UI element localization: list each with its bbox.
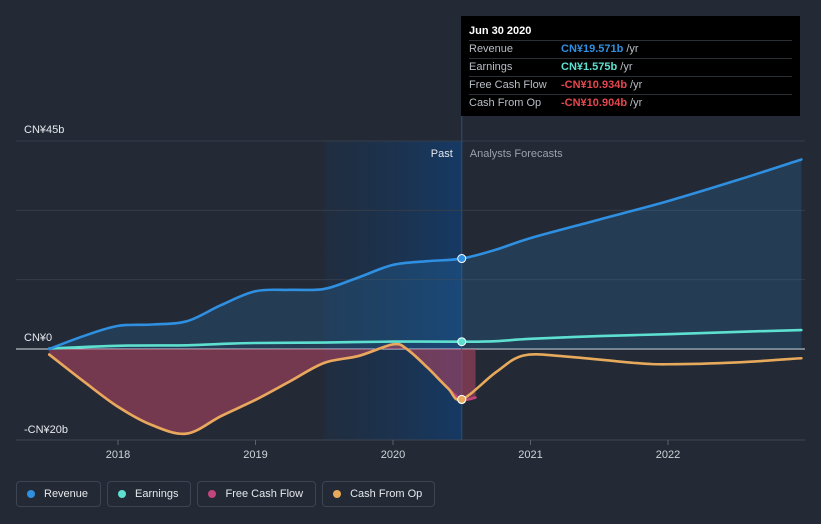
legend-item-free-cash-flow[interactable]: Free Cash Flow [197, 481, 317, 507]
forecast-label: Analysts Forecasts [470, 148, 563, 160]
earnings-line [47, 328, 803, 350]
legend-item-revenue[interactable]: Revenue [16, 481, 102, 507]
tooltip-row-cash-from-op: Cash From Op -CN¥10.904b /yr [469, 94, 792, 112]
legend-dot-icon [208, 490, 217, 498]
legend-item-cash-from-op[interactable]: Cash From Op [322, 481, 436, 507]
legend-dot-icon [333, 490, 342, 498]
tooltip-value: -CN¥10.934b [561, 79, 628, 91]
tooltip-row-revenue: Revenue CN¥19.571b /yr [469, 40, 792, 58]
legend-label: Free Cash Flow [225, 488, 304, 500]
legend-dot-icon [118, 490, 127, 498]
tooltip-label: Earnings [469, 61, 513, 73]
revenue-area [49, 159, 802, 349]
revenue-marker [457, 254, 467, 264]
x-tick-label: 2021 [518, 449, 542, 461]
tooltip-label: Free Cash Flow [469, 79, 547, 91]
y-tick-label: CN¥45b [24, 124, 64, 136]
tooltip-date: Jun 30 2020 [469, 25, 532, 37]
tooltip-unit: /yr [620, 61, 633, 73]
cash-from-op-line [47, 342, 803, 436]
tooltip-value: CN¥19.571b [561, 43, 624, 55]
tooltip-value: CN¥1.575b [561, 61, 618, 73]
tooltip-label: Cash From Op [469, 97, 542, 109]
tooltip-unit: /yr [630, 79, 643, 91]
tooltip-unit: /yr [626, 43, 639, 55]
legend-dot-icon [27, 490, 35, 498]
y-tick-label: -CN¥20b [24, 424, 68, 436]
x-tick-label: 2018 [106, 449, 130, 461]
past-label: Past [431, 148, 453, 160]
legend-label: Cash From Op [350, 488, 423, 500]
cash-from-op-marker [457, 394, 467, 404]
free-cash-flow-area [49, 344, 476, 434]
legend: Revenue Earnings Free Cash Flow Cash Fro… [16, 481, 436, 507]
tooltip-label: Revenue [469, 43, 514, 55]
tooltip-row-free-cash-flow: Free Cash Flow -CN¥10.934b /yr [469, 76, 792, 94]
y-tick-label: CN¥0 [24, 332, 52, 344]
legend-item-earnings[interactable]: Earnings [107, 481, 192, 507]
tooltip: Jun 30 2020 Revenue CN¥19.571b /yr Earni… [461, 16, 800, 116]
earnings-marker [457, 337, 467, 347]
past-region [324, 141, 462, 440]
tooltip-row-earnings: Earnings CN¥1.575b /yr [469, 58, 792, 76]
legend-label: Revenue [44, 488, 89, 500]
x-tick-label: 2019 [243, 449, 267, 461]
tooltip-value: -CN¥10.904b [561, 97, 628, 109]
x-tick-label: 2020 [381, 449, 405, 461]
revenue-line [47, 158, 803, 351]
x-tick-label: 2022 [656, 449, 680, 461]
legend-label: Earnings [135, 488, 179, 500]
tooltip-unit: /yr [630, 97, 643, 109]
